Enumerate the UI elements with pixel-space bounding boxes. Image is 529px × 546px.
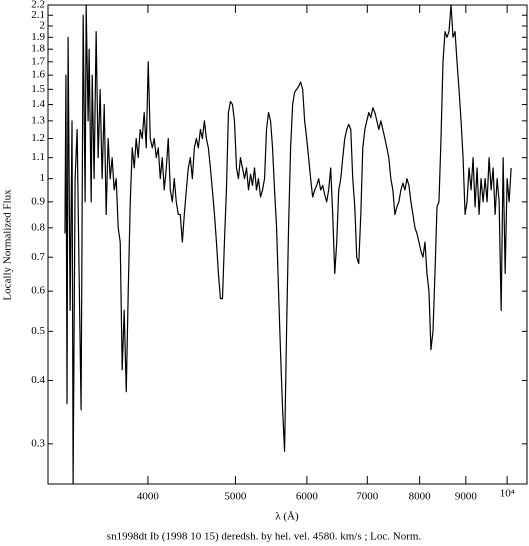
y-tick-label: 1.1: [31, 151, 45, 163]
x-tick-label: 5000: [224, 491, 247, 503]
plot-frame: [47, 4, 528, 485]
caption: sn1998dt Ib (1998 10 15) deredsh. by hel…: [107, 531, 422, 543]
y-tick-label: 0.7: [31, 251, 45, 263]
y-tick-label: 2: [40, 20, 46, 32]
y-tick-label: 0.9: [31, 195, 45, 207]
y-tick-label: 0.5: [31, 325, 45, 337]
y-tick-label: 0.3: [31, 437, 45, 449]
x-axis-label: λ (Å): [275, 511, 299, 523]
y-tick-label: 1.4: [31, 98, 45, 110]
y-tick-label: 2.1: [31, 9, 45, 21]
y-tick-label: 1.2: [31, 132, 45, 144]
y-tick-label: 1.7: [31, 55, 45, 67]
x-tick-label: 8000: [409, 491, 432, 503]
spectrum-line: [64, 4, 512, 485]
y-tick-label: 1.8: [31, 43, 45, 55]
y-tick-label: 1.9: [31, 31, 45, 43]
y-tick-label: 0.6: [31, 285, 45, 297]
x-tick-label: 10⁴: [500, 488, 515, 500]
y-tick-label: 1.5: [31, 83, 45, 95]
y-tick-label: 1: [40, 172, 46, 184]
x-tick-label: 4000: [137, 491, 160, 503]
y-axis-label: Locally Normalized Flux: [2, 189, 14, 301]
x-tick-label: 6000: [296, 491, 319, 503]
y-tick-label: 0.8: [31, 221, 45, 233]
y-tick-label: 1.6: [31, 69, 45, 81]
y-tick-label: 0.4: [31, 374, 45, 386]
x-tick-label: 7000: [356, 491, 379, 503]
y-tick-label: 2.2: [31, 0, 45, 11]
y-tick-label: 1.3: [31, 114, 45, 126]
x-tick-label: 9000: [455, 491, 478, 503]
